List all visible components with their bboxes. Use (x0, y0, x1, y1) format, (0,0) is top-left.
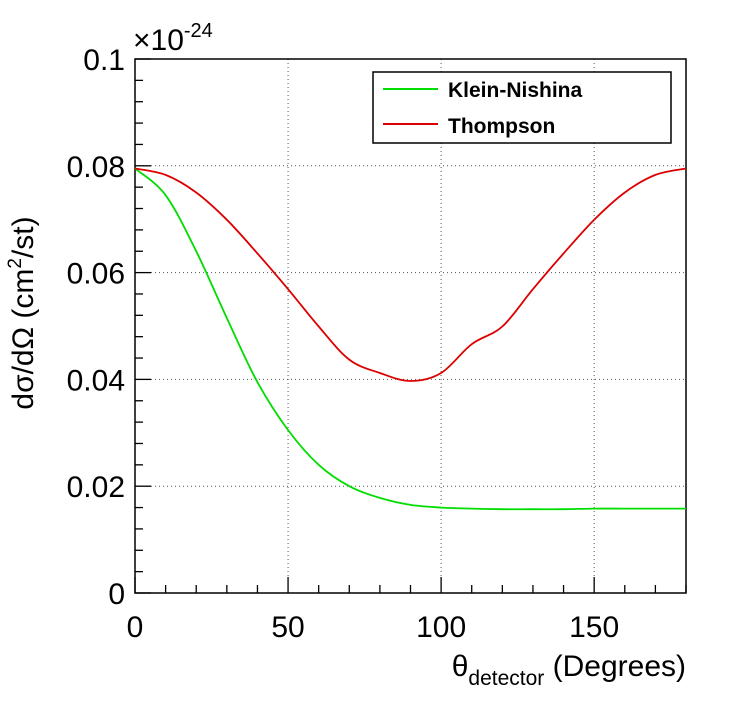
y-tick-label: 0.08 (67, 151, 125, 184)
axis-ticks (134, 58, 687, 594)
y-tick-label: 0.04 (67, 364, 125, 397)
y-axis-label: dσ/dΩ (cm2/st) (5, 216, 40, 409)
x-tick-label: 50 (271, 611, 304, 644)
x-tick-label: 0 (127, 611, 144, 644)
legend-label-klein-nishina: Klein-Nishina (448, 79, 583, 102)
y-tick-label: 0.1 (83, 44, 125, 77)
x-axis-label: θdetector (Degrees) (452, 650, 686, 690)
x-label-symbol: θ (452, 650, 469, 683)
y-label-sup: 2 (5, 258, 26, 269)
x-tick-label: 100 (416, 611, 466, 644)
y-label-prefix: dσ/dΩ (cm (7, 269, 40, 410)
series-line-thompson (134, 167, 687, 382)
legend-box (372, 71, 672, 144)
x-label-rest: (Degrees) (544, 650, 686, 683)
y-tick-label: 0 (108, 578, 125, 611)
tick-labels: 0 50 100 150 0 0.02 0.04 0.06 0.08 0.1 (67, 44, 620, 644)
series-line-klein-nishina (134, 167, 686, 511)
y-label-suffix: /st) (7, 216, 40, 258)
multiplier-exponent: -24 (184, 20, 213, 42)
x-tick-label: 150 (569, 611, 619, 644)
grid (135, 59, 686, 593)
y-axis-multiplier: ×10-24 (133, 20, 213, 57)
series-layer (134, 167, 687, 511)
legend-label-thompson: Thompson (448, 115, 555, 138)
legend: Klein-Nishina Thompson (372, 71, 672, 144)
multiplier-base: ×10 (133, 24, 184, 57)
y-tick-label: 0.06 (67, 258, 125, 291)
y-tick-label: 0.02 (67, 471, 125, 504)
x-label-subscript: detector (468, 667, 544, 690)
